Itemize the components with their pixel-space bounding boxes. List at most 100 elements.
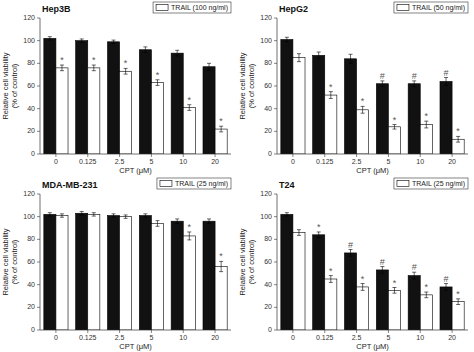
x-tick-label: 2.5 xyxy=(352,158,362,165)
x-tick-label: 10 xyxy=(416,158,424,165)
bar xyxy=(151,83,163,154)
error-bar xyxy=(329,92,333,99)
legend: TRAIL (25 ng/ml) xyxy=(157,178,231,189)
y-tick-label: 20 xyxy=(264,127,272,134)
legend-swatch xyxy=(156,5,168,11)
y-tick-label: 80 xyxy=(264,59,272,66)
bar xyxy=(44,38,56,154)
y-tick-label: 0 xyxy=(31,326,35,333)
x-tick xyxy=(356,330,357,333)
bar xyxy=(215,267,227,330)
error-bar xyxy=(444,284,448,291)
y-tick xyxy=(37,307,40,308)
bar xyxy=(376,270,388,330)
x-tick-label: 20 xyxy=(448,158,456,165)
error-bar xyxy=(207,63,211,70)
significance-mark: * xyxy=(188,222,192,232)
x-tick xyxy=(55,154,56,157)
y-tick xyxy=(274,194,277,195)
x-tick-label: 0 xyxy=(54,334,58,341)
significance-mark: * xyxy=(317,222,321,232)
x-tick xyxy=(452,154,453,157)
error-bar xyxy=(361,106,365,113)
x-tick-label: 2.5 xyxy=(115,334,125,341)
x-axis xyxy=(40,154,231,155)
bar xyxy=(183,236,195,330)
bar xyxy=(313,235,325,330)
error-bar xyxy=(80,212,84,215)
y-tick xyxy=(274,330,277,331)
bar xyxy=(107,42,119,154)
y-tick-label: 60 xyxy=(264,258,272,265)
y-axis-label-line: (% of control) xyxy=(247,63,256,108)
legend-label: TRAIL (25 ng/ml) xyxy=(175,180,228,188)
y-tick xyxy=(274,154,277,155)
bar xyxy=(376,84,388,154)
bar xyxy=(183,108,195,154)
y-tick xyxy=(274,131,277,132)
y-tick xyxy=(274,40,277,41)
x-tick-label: 0 xyxy=(291,334,295,341)
y-tick-label: 40 xyxy=(264,105,272,112)
y-axis-label-line: Relative cell viability xyxy=(238,228,247,295)
bar xyxy=(171,53,183,154)
x-tick xyxy=(420,154,421,157)
bar xyxy=(203,221,215,330)
error-bar xyxy=(380,267,384,274)
y-tick-label: 20 xyxy=(27,303,35,310)
legend: TRAIL (100 ng/ml) xyxy=(153,2,231,13)
x-tick-label: 0 xyxy=(291,158,295,165)
x-tick-label: 2.5 xyxy=(115,158,125,165)
y-tick-label: 60 xyxy=(27,82,35,89)
legend-swatch xyxy=(397,5,409,11)
y-axis-label-line: Relative cell viability xyxy=(1,228,10,295)
panel-title: T24 xyxy=(279,180,295,190)
significance-mark: * xyxy=(219,251,223,261)
error-bar xyxy=(124,68,128,74)
y-axis-label: Relative cell viability(% of control) xyxy=(238,228,256,295)
x-tick xyxy=(420,330,421,333)
y-axis-label-line: (% of control) xyxy=(10,239,19,284)
significance-mark: * xyxy=(456,289,460,299)
bar xyxy=(120,217,132,330)
x-tick-label: 0.125 xyxy=(79,158,97,165)
x-tick-label: 20 xyxy=(211,158,219,165)
bar xyxy=(357,287,369,330)
error-bar xyxy=(349,250,353,257)
y-tick-label: 100 xyxy=(23,213,35,220)
error-bar xyxy=(92,213,96,216)
x-tick-label: 20 xyxy=(211,334,219,341)
x-tick xyxy=(55,330,56,333)
y-tick-label: 120 xyxy=(260,14,272,21)
y-tick-label: 40 xyxy=(27,105,35,112)
legend-frame xyxy=(394,2,468,13)
error-bar xyxy=(207,219,211,224)
bar xyxy=(293,233,305,330)
y-tick-label: 120 xyxy=(260,190,272,197)
bar xyxy=(281,40,293,154)
error-bar xyxy=(361,284,365,291)
bar xyxy=(325,279,337,330)
error-bar xyxy=(124,215,128,218)
x-tick xyxy=(356,154,357,157)
significance-mark: * xyxy=(188,95,192,105)
error-bar xyxy=(48,37,52,40)
error-bar xyxy=(60,214,64,217)
y-axis xyxy=(277,18,278,154)
bar xyxy=(293,58,305,154)
x-tick-label: 0.125 xyxy=(79,334,97,341)
y-tick xyxy=(37,131,40,132)
significance-mark: # xyxy=(444,274,449,284)
y-tick-label: 120 xyxy=(23,14,35,21)
bar xyxy=(408,84,420,154)
significance-mark: # xyxy=(412,262,417,272)
legend-swatch xyxy=(160,181,172,187)
x-tick xyxy=(324,330,325,333)
x-tick-label: 0 xyxy=(54,158,58,165)
figure: 02040608010012000.1252.551020******CPT (… xyxy=(0,0,474,352)
error-bar xyxy=(412,272,416,279)
x-axis-label: CPT (μM) xyxy=(356,342,389,351)
error-bar xyxy=(444,78,448,86)
error-bar xyxy=(329,276,333,283)
legend-label: TRAIL (25 ng/ml) xyxy=(412,180,465,188)
